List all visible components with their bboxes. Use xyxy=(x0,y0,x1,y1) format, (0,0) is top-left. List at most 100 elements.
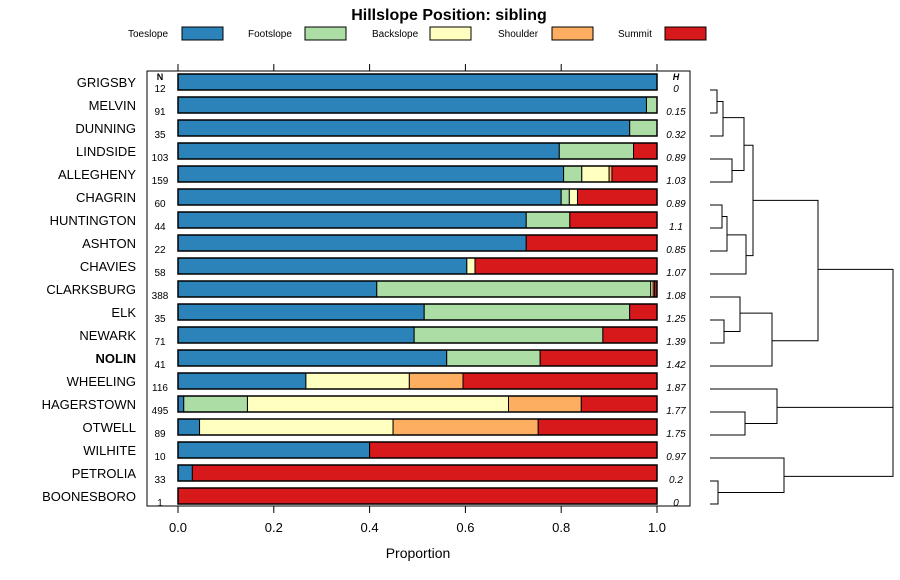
bar-chagrin-summit xyxy=(576,188,658,206)
row-label-boonesboro: BOONESBORO xyxy=(42,489,136,504)
h-value-huntington: 1.1 xyxy=(669,222,683,233)
n-value-allegheny: 159 xyxy=(152,176,169,187)
bar-outline-dunning xyxy=(177,119,658,137)
dendrogram-branch-16 xyxy=(777,406,894,477)
row-label-ashton: ASHTON xyxy=(82,236,136,251)
dendrogram-branch-3 xyxy=(723,117,745,171)
bar-elk-summit xyxy=(629,303,658,321)
legend: Toeslope Footslope Backslope Shoulder Summit xyxy=(128,26,707,41)
row-label-wilhite: WILHITE xyxy=(83,443,136,458)
bar-outline-melvin xyxy=(177,96,658,114)
x-tick-label-4: 0.8 xyxy=(552,520,570,535)
bar-chagrin-backslope xyxy=(568,188,578,206)
n-value-otwell: 89 xyxy=(154,429,166,440)
n-value-newark: 71 xyxy=(154,337,166,348)
dendrogram-branch-12 xyxy=(710,388,778,424)
dendrogram-branch-1 xyxy=(710,101,724,137)
row-label-petrolia: PETROLIA xyxy=(72,466,137,481)
bar-outline-ashton xyxy=(177,234,658,252)
bar-lindside-toeslope xyxy=(177,142,560,160)
n-header: N xyxy=(157,72,164,82)
h-value-melvin: 0.15 xyxy=(666,107,686,118)
x-axis-label: Proportion xyxy=(386,545,451,561)
bar-wheeling-shoulder xyxy=(408,372,464,390)
bar-hagerstown-toeslope xyxy=(177,395,185,413)
n-value-clarksburg: 388 xyxy=(152,291,169,302)
bar-nolin-summit xyxy=(539,349,658,367)
row-label-newark: NEWARK xyxy=(79,328,136,343)
dendrogram-branch-11 xyxy=(753,199,819,342)
bar-huntington-toeslope xyxy=(177,211,527,229)
bar-wilhite-toeslope xyxy=(177,441,371,459)
n-value-petrolia: 33 xyxy=(154,475,166,486)
bar-boonesboro-summit xyxy=(177,487,658,505)
bar-outline-otwell xyxy=(177,418,658,436)
bar-dunning-footslope xyxy=(629,119,658,137)
x-tick-label-2: 0.4 xyxy=(361,520,379,535)
bar-chavies-toeslope xyxy=(177,257,468,275)
bar-allegheny-backslope xyxy=(581,165,610,183)
legend-swatch-shoulder xyxy=(551,26,594,41)
bar-chagrin-toeslope xyxy=(177,188,562,206)
n-value-wheeling: 116 xyxy=(152,383,168,394)
row-label-dunning: DUNNING xyxy=(75,121,136,136)
dendrogram-branch-0 xyxy=(710,89,718,114)
h-value-ashton: 0.85 xyxy=(666,245,686,256)
bar-huntington-summit xyxy=(569,211,658,229)
bar-petrolia-toeslope xyxy=(177,464,193,482)
row-label-chagrin: CHAGRIN xyxy=(76,190,136,205)
bar-melvin-toeslope xyxy=(177,96,647,114)
h-value-allegheny: 1.03 xyxy=(666,176,686,187)
dendrogram-branch-4 xyxy=(710,204,723,229)
legend-swatch-toeslope xyxy=(181,26,224,41)
dendrogram-branch-15 xyxy=(710,457,785,493)
h-value-lindside: 0.89 xyxy=(666,153,686,164)
n-value-ashton: 22 xyxy=(154,245,166,256)
bar-allegheny-footslope xyxy=(563,165,583,183)
n-value-lindside: 103 xyxy=(152,153,169,164)
h-value-newark: 1.39 xyxy=(666,337,686,348)
dendrogram-branch-9 xyxy=(710,319,725,344)
row-label-hagerstown: HAGERSTOWN xyxy=(42,397,136,412)
dendrogram-branch-17 xyxy=(818,268,894,408)
bar-outline-boonesboro xyxy=(177,487,658,505)
bar-dunning-toeslope xyxy=(177,119,631,137)
n-value-chavies: 58 xyxy=(154,268,166,279)
n-value-elk: 35 xyxy=(154,314,166,325)
legend-label-shoulder: Shoulder xyxy=(498,29,539,40)
bar-nolin-toeslope xyxy=(177,349,448,367)
x-axis: 0.0 0.2 0.4 0.6 0.8 1.0 xyxy=(169,64,666,535)
legend-swatch-footslope xyxy=(304,26,347,41)
h-value-petrolia: 0.2 xyxy=(669,475,683,486)
row-label-chavies: CHAVIES xyxy=(80,259,136,274)
row-label-elk: ELK xyxy=(111,305,136,320)
h-value-nolin: 1.42 xyxy=(666,360,686,371)
legend-label-footslope: Footslope xyxy=(248,29,292,40)
dendrogram-branch-14 xyxy=(710,480,719,505)
bar-grigsby-toeslope xyxy=(177,73,658,91)
bar-outline-chagrin xyxy=(177,188,658,206)
h-value-boonesboro: 0 xyxy=(673,498,679,509)
n-value-boonesboro: 1 xyxy=(157,498,163,509)
bar-wheeling-summit xyxy=(462,372,658,390)
n-value-wilhite: 10 xyxy=(154,452,166,463)
bar-hagerstown-shoulder xyxy=(508,395,582,413)
bar-melvin-footslope xyxy=(645,96,658,114)
bar-hagerstown-summit xyxy=(580,395,658,413)
dendrogram-branch-10 xyxy=(710,312,773,367)
chart-title: Hillslope Position: sibling xyxy=(351,7,547,24)
x-tick-label-1: 0.2 xyxy=(265,520,283,535)
bar-newark-footslope xyxy=(413,326,604,344)
n-value-chagrin: 60 xyxy=(154,199,166,210)
h-value-chavies: 1.07 xyxy=(666,268,686,279)
bar-clarksburg-footslope xyxy=(376,280,652,298)
row-label-allegheny: ALLEGHENY xyxy=(58,167,136,182)
bar-huntington-footslope xyxy=(525,211,571,229)
h-value-wilhite: 0.97 xyxy=(666,452,686,463)
bar-outline-petrolia xyxy=(177,464,658,482)
n-value-melvin: 91 xyxy=(154,107,166,118)
bar-outline-lindside xyxy=(177,142,658,160)
bar-allegheny-toeslope xyxy=(177,165,565,183)
bar-outline-newark xyxy=(177,326,658,344)
